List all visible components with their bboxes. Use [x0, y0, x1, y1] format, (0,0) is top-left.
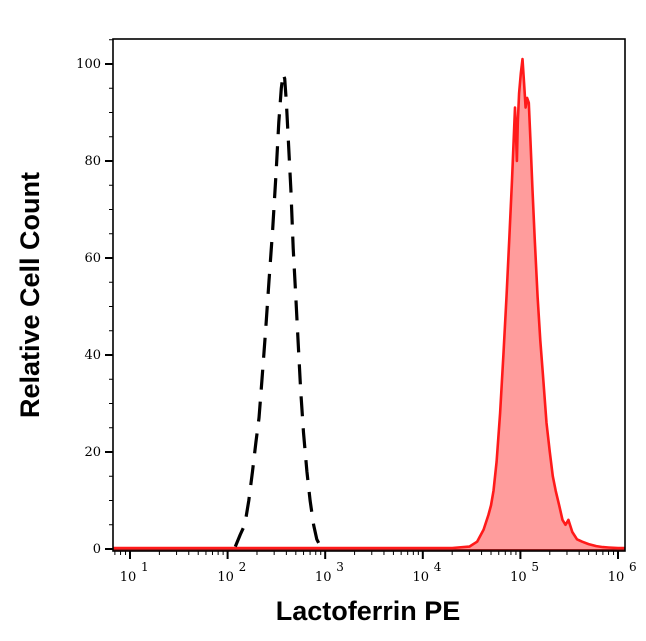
- y-tick-label: 100: [76, 57, 101, 72]
- y-tick-label: 40: [84, 348, 101, 363]
- x-axis-title: Lactoferrin PE: [276, 596, 461, 626]
- y-tick-label: 60: [84, 251, 101, 266]
- control-histogram-line: [233, 72, 325, 550]
- x-tick-label: 10: [608, 570, 625, 585]
- x-tick-label: 10: [120, 570, 137, 585]
- x-tick-label: 10: [315, 570, 332, 585]
- plot-frame: [112, 38, 626, 552]
- x-axis: 10 1 10 2 10 3 10 4 10 5 10 6: [114, 551, 637, 585]
- y-tick-label: 0: [93, 542, 101, 557]
- histogram-fill: [113, 59, 625, 549]
- x-tick-exponent: 5: [531, 560, 539, 574]
- y-tick-label: 80: [84, 154, 101, 169]
- x-tick-exponent: 3: [336, 560, 344, 574]
- y-tick-label: 20: [84, 445, 101, 460]
- x-tick-exponent: 1: [141, 560, 149, 574]
- x-tick-label: 10: [217, 570, 234, 585]
- x-tick-exponent: 6: [629, 560, 637, 574]
- x-tick-exponent: 2: [239, 560, 247, 574]
- x-tick-exponent: 4: [434, 560, 442, 574]
- x-tick-label: 10: [510, 570, 527, 585]
- y-axis: 0 20 40 60 80 100: [76, 39, 113, 557]
- plot-series: [113, 57, 625, 551]
- x-tick-label: 10: [413, 570, 430, 585]
- y-axis-title: Relative Cell Count: [15, 172, 45, 418]
- stained-histogram-line: [113, 57, 625, 550]
